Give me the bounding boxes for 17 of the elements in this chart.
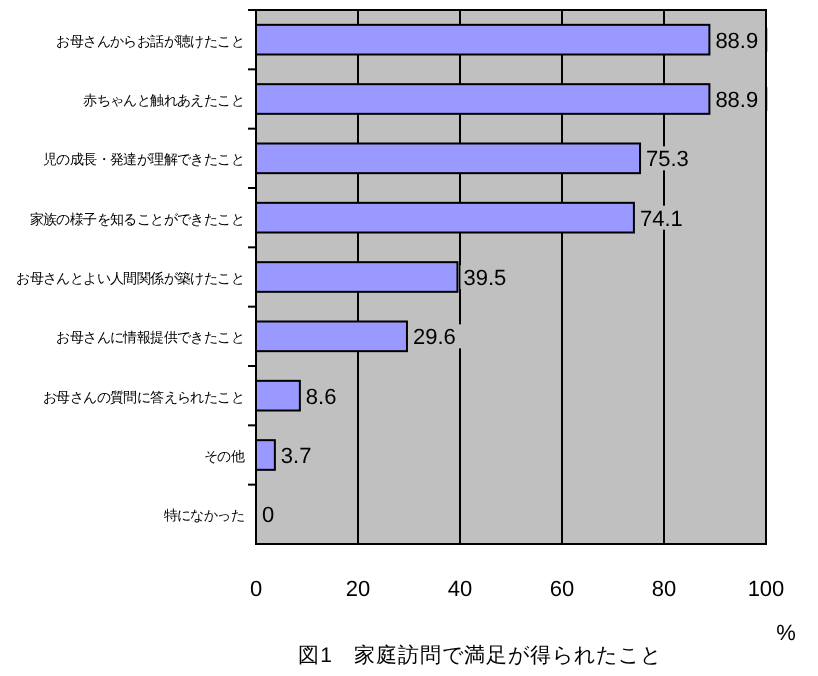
data-label: 39.5 (463, 267, 507, 291)
x-tick-label: 100 (747, 578, 785, 602)
data-label: 74.1 (639, 207, 683, 232)
data-label: 0 (262, 504, 275, 529)
data-label: 29.6 (412, 326, 456, 351)
data-label: 88.9 (715, 29, 759, 54)
text: 図1 家庭訪問で満足が得られたこと (298, 642, 662, 668)
data-label: 88.9 (715, 89, 759, 113)
data-label: 8.6 (305, 385, 337, 410)
x-axis-title: % (776, 622, 797, 646)
x-tick-label: 60 (549, 578, 575, 602)
x-tick-label: 0 (249, 578, 263, 602)
x-tick-label: 40 (447, 578, 473, 602)
x-tick-label: 20 (345, 578, 371, 602)
data-label: 75.3 (646, 148, 689, 173)
data-label: 3.7 (280, 445, 312, 469)
x-tick-label: 80 (651, 578, 677, 602)
